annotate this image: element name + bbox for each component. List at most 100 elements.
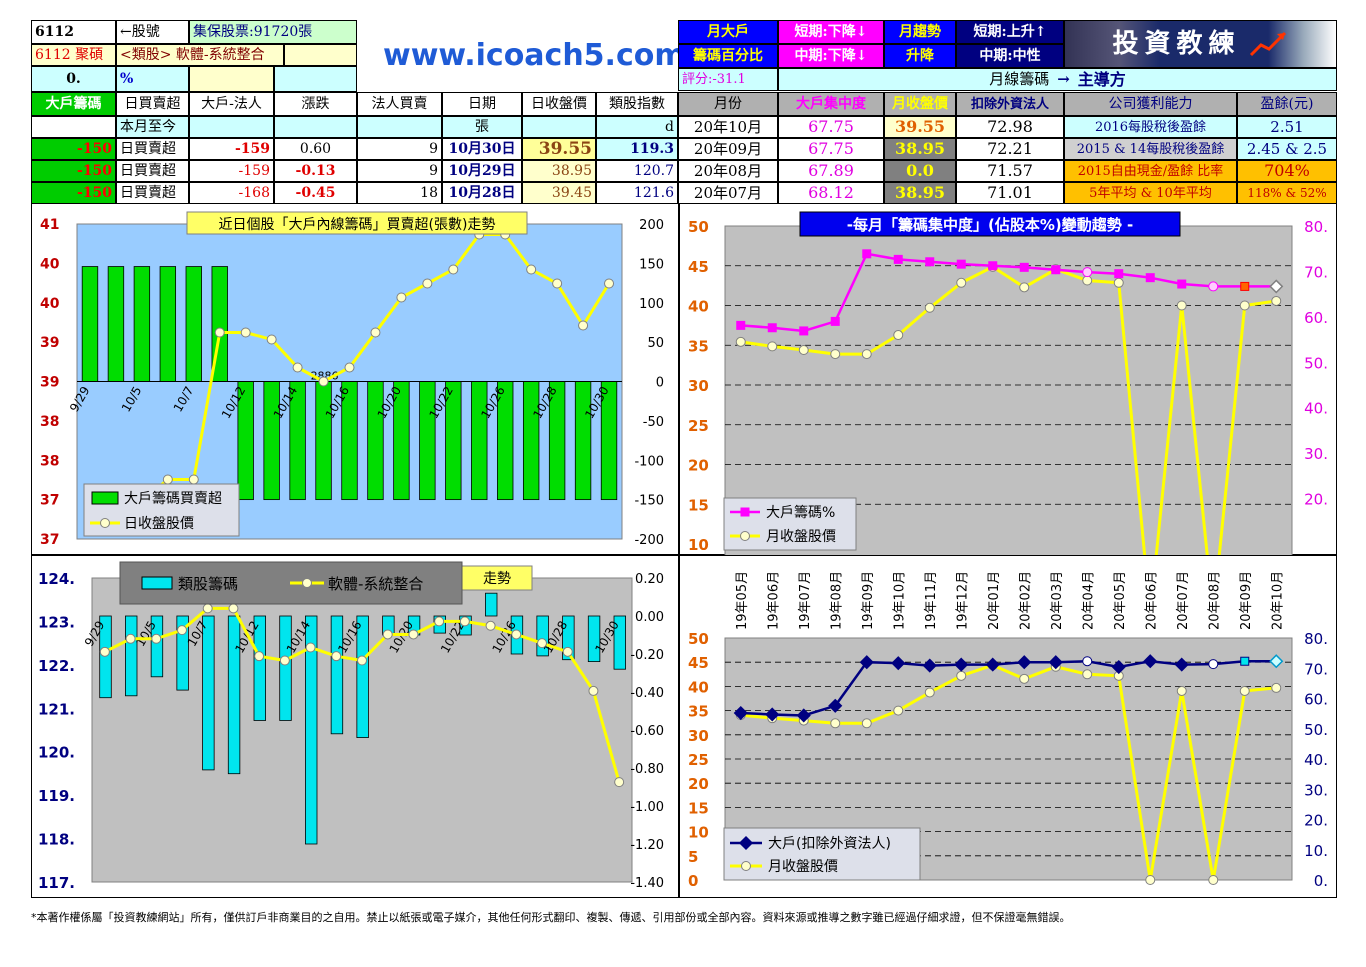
chart-panel-sector: 124. 123. 122. 121. 120. 119. 118. 117. 0.20 0.00… <box>31 555 679 898</box>
sector-index-point <box>279 655 290 666</box>
left-cell-r2-c7: 121.6 <box>596 182 678 204</box>
legend-conc-marker <box>740 507 750 517</box>
excl-foreign-point <box>796 708 811 723</box>
price-point <box>214 327 225 338</box>
price-point <box>344 362 355 373</box>
legend-price-label: 月收盤股價 <box>768 858 838 875</box>
left-cell-r1-c6: 38.95 <box>522 160 596 182</box>
price-point <box>188 474 199 485</box>
sector-bar <box>99 615 112 699</box>
legend-price-marker <box>740 531 750 541</box>
price-point <box>578 320 589 331</box>
month-price-point <box>924 302 935 313</box>
right-cell-r1-c1: 67.75 <box>778 138 884 160</box>
sector-index-point <box>228 603 239 614</box>
price-point <box>370 327 381 338</box>
legend-box <box>723 827 921 881</box>
month-price-point <box>1113 277 1124 288</box>
sector-index-point <box>614 777 625 788</box>
right-cell-r0-c4: 2016每股稅後盈餘 <box>1064 116 1237 138</box>
sector-index-point <box>99 646 110 657</box>
month-price-point <box>1239 685 1250 696</box>
excl-foreign-point <box>1048 655 1063 670</box>
y-right-tick: 50. <box>1304 721 1328 739</box>
holder-bar <box>315 381 332 501</box>
y-left-tick: 35 <box>688 337 709 355</box>
left-cell-r0-c4: 9 <box>357 138 442 160</box>
concentration-point <box>956 259 966 269</box>
concentration-point <box>1082 267 1093 278</box>
y-left-tick: 45 <box>688 654 709 672</box>
holder-bar <box>471 381 488 501</box>
left-cell-r2-c0: -150 <box>31 182 116 204</box>
month-price-point <box>1176 300 1187 311</box>
month-price-point <box>1208 875 1219 885</box>
y-left-tick: 39 <box>40 335 59 351</box>
stock-name: 6112 聚碩 <box>31 44 116 66</box>
x-tick-label: 20年09月 <box>1239 571 1254 630</box>
right-cell-r2-c0: 20年08月 <box>678 160 778 182</box>
x-tick-label: 20年07月 <box>1176 571 1191 630</box>
concentration-point <box>1208 281 1219 292</box>
left-cell-r0-c1: 日買賣超 <box>116 138 189 160</box>
stock-code: 6112 <box>31 20 116 44</box>
sector-index-point <box>485 620 496 631</box>
right-cell-r1-c4: 2015 & 14每股稅後盈餘 <box>1064 138 1237 160</box>
legend-holder-marker <box>738 835 754 851</box>
copyright-footer: *本著作權係屬「投資教練網站」所有，僅供訂戶非商業目的之自用。禁止以紙張或電子媒… <box>31 911 1071 924</box>
month-price-point <box>1019 282 1030 293</box>
concentration-point <box>1145 273 1155 283</box>
legend-bar-label: 大戶籌碼買賣超 <box>124 491 222 507</box>
y-left-tick: 10 <box>688 824 709 842</box>
right-cell-r1-c2: 38.95 <box>884 138 956 160</box>
month-trend-title: 月趨勢 <box>884 20 956 44</box>
chart-title: -每月「籌碼集中度」(佔股本%)變動趨勢 - <box>847 216 1133 234</box>
x-tick-label: 20年02月 <box>1018 571 1033 630</box>
left-cell-r2-c5: 10月28日 <box>442 182 522 204</box>
concentration-point <box>1269 279 1284 294</box>
y-left-tick: 37 <box>40 532 59 548</box>
y-right-tick: -1.20 <box>630 838 664 853</box>
sub-blank-4 <box>357 116 442 138</box>
excl-foreign-point <box>1240 656 1250 666</box>
col-close: 日收盤價 <box>522 92 596 116</box>
y-right-tick: -0.60 <box>630 724 664 739</box>
site-url[interactable]: www.icoach5.com <box>383 38 686 73</box>
concentration-point <box>767 323 777 333</box>
y-left-tick: 30 <box>688 727 709 745</box>
monthly-concentration-chart: 50 45 40 35 30 25 20 15 10 80. 70. 60. 50. 40. 30. 20. -… <box>688 211 1328 615</box>
right-cell-r1-c0: 20年09月 <box>678 138 778 160</box>
y-left-tick: 122. <box>38 657 75 675</box>
excl-foreign-point <box>1111 659 1126 675</box>
left-cell-r1-c2: -159 <box>189 160 274 182</box>
col-holder-inst: 大戶-法人 <box>189 92 274 116</box>
month-price-point <box>767 341 778 352</box>
blank-cell-2 <box>274 66 357 92</box>
excl-foreign-point <box>922 658 937 673</box>
month-line-label: 月線籌碼 <box>989 70 1050 88</box>
legend-price-marker <box>741 861 751 871</box>
sector-index-point <box>357 655 367 666</box>
sector-bar <box>227 615 241 775</box>
y-left-tick: 40 <box>688 298 709 316</box>
y-right-tick: 30. <box>1304 445 1328 463</box>
y-left-tick: 40 <box>40 296 60 312</box>
excl-foreign-chart: 5045403530252015105080.70.60.50.40.30.20… <box>688 571 1328 890</box>
y-left-tick: 25 <box>688 751 709 769</box>
col-month-close: 月收盤價 <box>884 92 956 116</box>
holder-bar <box>522 381 540 501</box>
col-excl-foreign: 扣除外資法人 <box>956 92 1064 116</box>
sector-index-point <box>202 603 213 614</box>
price-point <box>448 264 459 275</box>
price-point <box>422 278 433 289</box>
title-box <box>799 211 1181 237</box>
month-price-point <box>1176 685 1187 696</box>
y-right-tick: -200 <box>634 533 664 548</box>
col-inst-trade: 法人買賣 <box>357 92 442 116</box>
left-cell-r1-c1: 日買賣超 <box>116 160 189 182</box>
right-cell-r3-c4: 5年平均 & 10年平均 <box>1064 182 1237 204</box>
x-tick-label: 20年08月 <box>1207 571 1222 630</box>
y-left-tick: 118. <box>38 831 75 849</box>
rising-arrow-icon <box>1249 31 1286 57</box>
x-tick-label: 20年04月 <box>1081 571 1096 630</box>
